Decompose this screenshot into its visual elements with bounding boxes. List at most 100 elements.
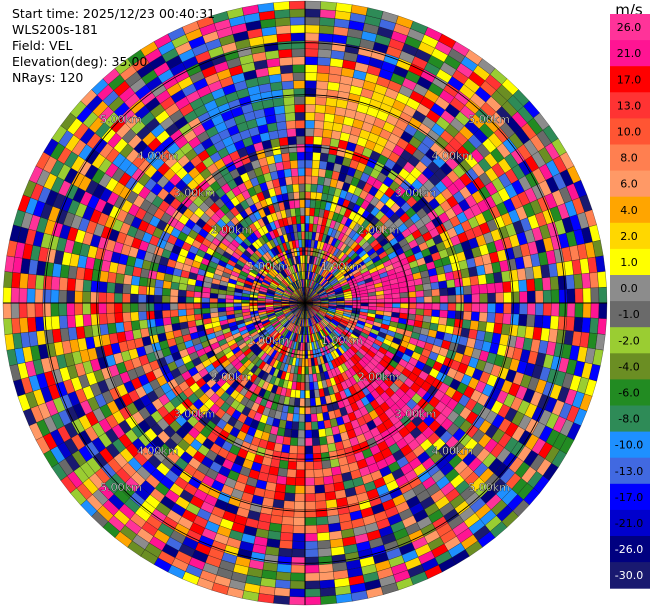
colorbar-tick-label: -21.0 — [615, 517, 643, 530]
range-ring-label: 2.00km — [211, 223, 253, 236]
velocity-gate — [304, 525, 318, 534]
velocity-gate — [217, 307, 227, 313]
velocity-gate — [273, 1, 290, 11]
velocity-gate — [82, 302, 91, 315]
velocity-gate — [320, 451, 331, 462]
elevation-label: Elevation(deg): 35.00 — [12, 54, 148, 69]
velocity-gate — [10, 302, 20, 319]
velocity-gate — [272, 499, 285, 509]
velocity-gate — [304, 398, 311, 407]
velocity-gate — [294, 501, 306, 510]
velocity-gate — [317, 420, 326, 430]
velocity-gate — [161, 287, 171, 297]
velocity-gate — [519, 291, 528, 304]
velocity-gate — [146, 277, 157, 288]
velocity-gate — [557, 316, 568, 331]
velocity-gate — [285, 476, 296, 486]
velocity-gate — [279, 144, 290, 155]
velocity-gate — [280, 524, 294, 534]
velocity-gate — [279, 539, 293, 550]
velocity-gate — [130, 311, 140, 322]
velocity-gate — [315, 88, 328, 98]
velocity-gate — [455, 310, 464, 320]
velocity-gate — [516, 325, 527, 338]
velocity-gate — [130, 284, 140, 295]
velocity-gate — [289, 16, 306, 26]
velocity-gate — [292, 72, 306, 81]
velocity-gate — [274, 587, 291, 597]
velocity-gate — [295, 215, 301, 225]
velocity-gate — [177, 302, 187, 310]
velocity-gate — [290, 24, 306, 34]
velocity-gate — [494, 312, 504, 324]
velocity-gate — [447, 287, 456, 296]
range-ring-label: 2.00km — [358, 371, 400, 384]
velocity-gate — [463, 294, 473, 304]
field-label: Field: VEL — [12, 38, 73, 53]
velocity-gate — [558, 302, 568, 317]
velocity-gate — [296, 461, 306, 471]
velocity-gate — [284, 492, 296, 502]
velocity-gate — [479, 302, 488, 313]
velocity-gate — [304, 223, 310, 232]
velocity-gate — [290, 32, 306, 42]
velocity-gate — [439, 295, 449, 304]
velocity-gate — [309, 199, 316, 209]
velocity-gate — [304, 80, 317, 89]
velocity-gate — [447, 302, 457, 312]
nrays-label: NRays: 120 — [12, 70, 84, 85]
velocity-gate — [11, 272, 21, 289]
velocity-gate — [161, 309, 171, 319]
velocity-gate — [289, 445, 298, 454]
velocity-gate — [294, 485, 306, 494]
velocity-gate — [304, 461, 314, 471]
velocity-gate — [368, 299, 377, 304]
velocity-gate — [42, 302, 52, 317]
velocity-gate — [283, 96, 295, 106]
velocity-gate — [478, 283, 488, 294]
velocity-gate — [318, 571, 335, 581]
velocity-gate — [447, 294, 457, 304]
velocity-gate — [477, 321, 487, 332]
velocity-gate — [273, 105, 286, 115]
velocity-gate — [297, 167, 306, 177]
velocity-gate — [304, 556, 319, 566]
velocity-gate — [293, 509, 306, 518]
velocity-gate — [298, 183, 306, 193]
velocity-gate — [324, 491, 337, 501]
velocity-gate — [185, 308, 195, 316]
velocity-gate — [58, 315, 69, 329]
velocity-gate — [321, 459, 332, 470]
velocity-gate — [317, 48, 332, 59]
velocity-gate — [318, 33, 334, 43]
velocity-gate — [550, 289, 560, 304]
velocity-gate — [589, 317, 599, 334]
velocity-gate — [42, 316, 53, 331]
velocity-gate — [35, 316, 45, 332]
velocity-gate — [455, 302, 465, 312]
velocity-gate — [291, 556, 306, 566]
velocity-gate — [283, 500, 295, 510]
velocity-gate — [90, 313, 100, 326]
velocity-gate — [288, 144, 298, 153]
velocity-gate — [430, 281, 440, 290]
velocity-gate — [315, 508, 328, 518]
velocity-gate — [392, 302, 401, 309]
velocity-gate — [241, 305, 250, 310]
velocity-gate — [304, 588, 321, 598]
velocity-gate — [291, 421, 299, 431]
colorbar-tick-label: 8.0 — [620, 152, 638, 165]
velocity-gate — [169, 302, 179, 311]
velocity-gate — [300, 382, 306, 391]
velocity-gate — [34, 288, 44, 304]
velocity-gate — [301, 239, 306, 248]
velocity-gate — [283, 428, 292, 438]
velocity-gate — [400, 302, 409, 309]
velocity-gate — [317, 56, 331, 67]
velocity-gate — [137, 302, 147, 312]
velocity-gate — [541, 315, 552, 329]
velocity-gate — [304, 215, 310, 224]
velocity-gate — [304, 358, 309, 367]
velocity-gate — [178, 315, 188, 324]
velocity-gate — [292, 413, 300, 423]
